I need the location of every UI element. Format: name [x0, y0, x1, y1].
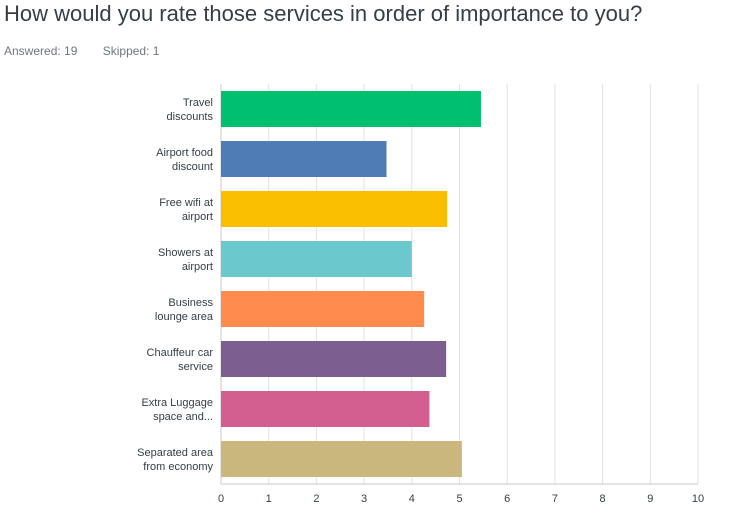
category-label: Separated area from economy — [137, 447, 214, 473]
x-tick-label: 10 — [692, 493, 704, 505]
x-tick-label: 7 — [552, 493, 558, 505]
bar — [221, 441, 462, 477]
category-label: Business lounge area — [155, 297, 214, 323]
x-tick-label: 6 — [504, 493, 510, 505]
bar — [221, 191, 448, 227]
skipped-count: Skipped: 1 — [102, 44, 160, 58]
category-label: Free wifi at airport — [159, 197, 213, 223]
bar — [221, 91, 481, 127]
bars — [221, 91, 481, 477]
response-stats: Answered: 19 Skipped: 1 — [4, 44, 181, 58]
bar — [221, 341, 447, 377]
bar — [221, 291, 425, 327]
category-label: Extra Luggage space and... — [141, 397, 213, 423]
category-label: Showers at airport — [158, 247, 213, 273]
bar — [221, 391, 430, 427]
question-title: How would you rate those services in ord… — [4, 1, 643, 26]
x-tick-label: 9 — [647, 493, 653, 505]
category-label: Travel discounts — [167, 97, 214, 123]
category-label: Airport food discount — [156, 147, 213, 173]
x-tick-label: 3 — [361, 493, 367, 505]
x-tick-label: 1 — [266, 493, 272, 505]
category-labels: Travel discounts Airport food discount Free … — [137, 97, 214, 473]
x-tick-label: 5 — [456, 493, 462, 505]
x-tick-label: 0 — [218, 493, 224, 505]
bar — [221, 141, 387, 177]
answered-count: Answered: 19 — [4, 44, 78, 58]
category-label: Chauffeur car service — [147, 347, 214, 373]
bar — [221, 241, 412, 277]
x-axis-ticks: 0 1 2 3 4 5 6 7 8 9 10 — [218, 493, 704, 505]
x-tick-label: 8 — [600, 493, 606, 505]
x-tick-label: 4 — [409, 493, 415, 505]
x-tick-label: 2 — [313, 493, 319, 505]
